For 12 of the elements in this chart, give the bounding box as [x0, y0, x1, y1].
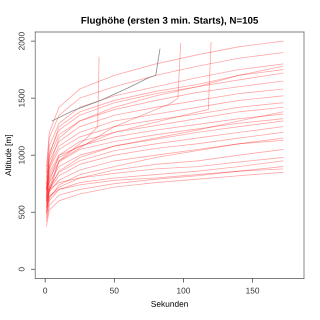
x-tick-label: 100 [177, 288, 190, 294]
chart-title: Flughöhe (ersten 3 min. Starts), N=105 [82, 16, 258, 26]
y-axis-title: Altitude [m] [5, 134, 13, 176]
x-tick-label: 150 [246, 288, 260, 294]
x-axis-title: Sekunden [151, 300, 188, 307]
y-tick-label: 1000 [18, 146, 25, 164]
y-tick-label: 2000 [18, 32, 25, 50]
y-tick-label: 1500 [18, 89, 25, 107]
x-tick-label: 50 [110, 288, 119, 294]
y-tick-label: 0 [18, 267, 25, 272]
y-tick-label: 500 [18, 206, 25, 219]
x-tick-label: 0 [43, 288, 48, 294]
